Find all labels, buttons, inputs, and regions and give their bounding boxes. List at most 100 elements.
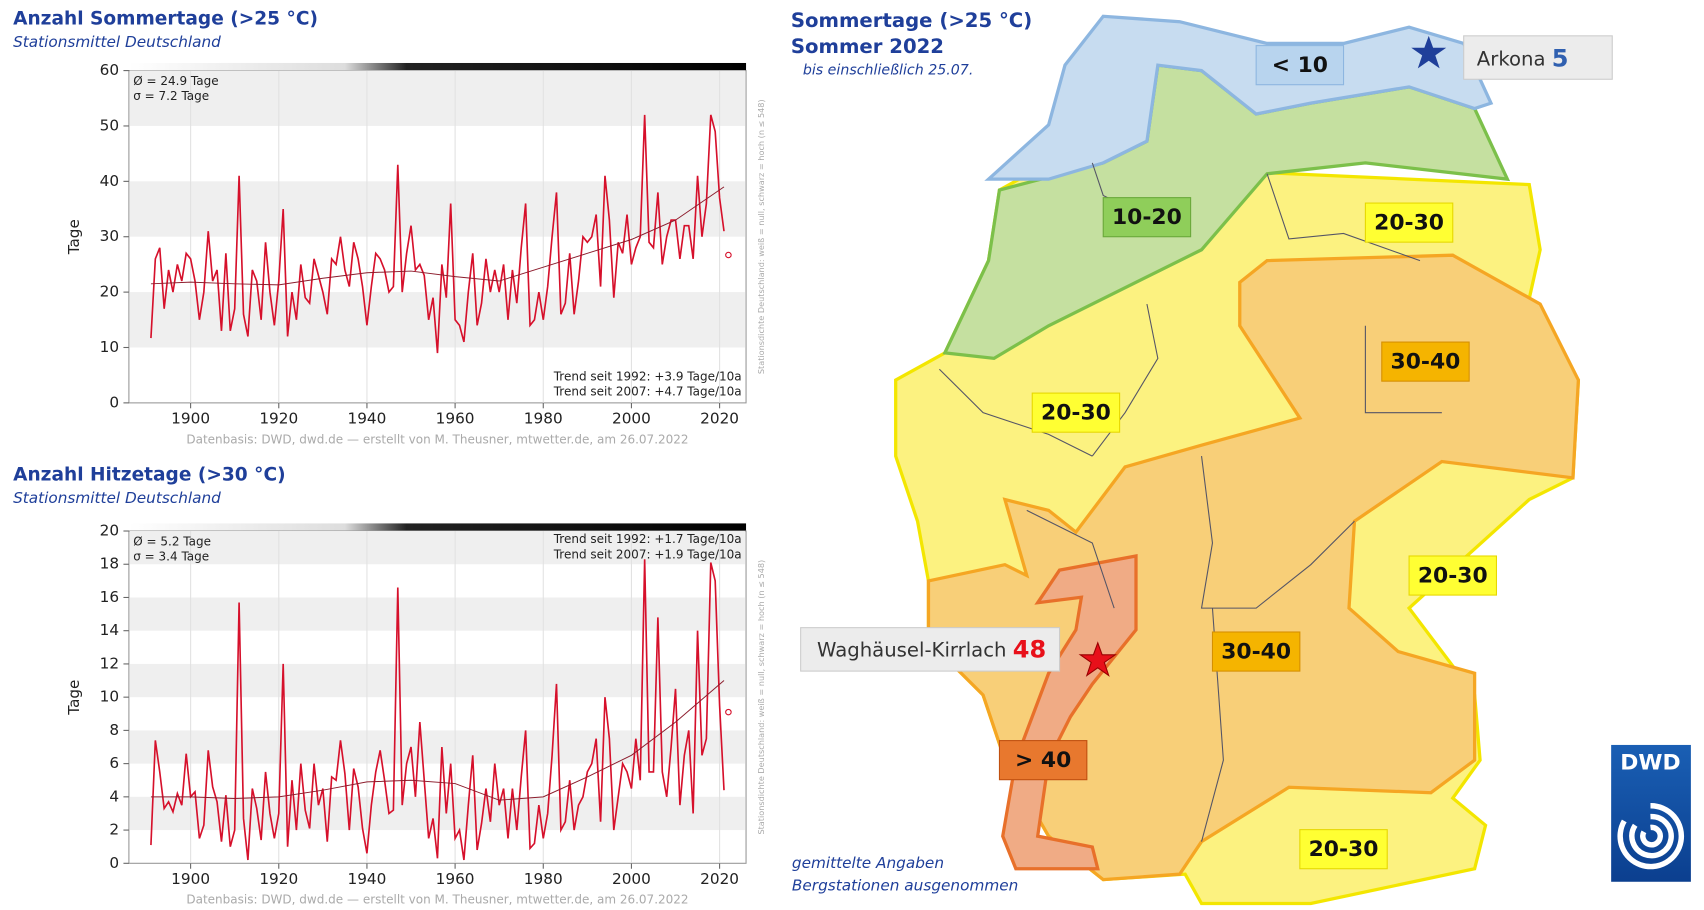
region-label: 30-40 xyxy=(1221,640,1291,665)
station-waghaeusel: Waghäusel-Kirrlach 48 xyxy=(800,627,1117,677)
station-star xyxy=(1078,641,1117,677)
y-tick-label: 14 xyxy=(100,621,119,639)
y-tick-label: 60 xyxy=(100,61,119,79)
map-title: Sommertage (>25 °C) xyxy=(791,9,1032,32)
side-note: Stationsdichte Deutschland: weiß = null,… xyxy=(756,99,766,374)
y-tick-label: 4 xyxy=(109,787,119,805)
station-star xyxy=(1411,35,1447,69)
region-label: 20-30 xyxy=(1374,211,1444,236)
stat-note: σ = 7.2 Tage xyxy=(133,89,209,103)
source-note: Datenbasis: DWD, dwd.de — erstellt von M… xyxy=(186,893,688,907)
y-axis-label: Tage xyxy=(65,680,83,716)
trend-note: Trend seit 2007: +4.7 Tage/10a xyxy=(553,385,742,399)
y-tick-label: 50 xyxy=(100,116,119,134)
station-label: Arkona 5 xyxy=(1477,45,1569,73)
y-tick-label: 10 xyxy=(100,688,119,706)
region-label-box xyxy=(998,740,1088,781)
trend-note: Trend seit 2007: +1.9 Tage/10a xyxy=(553,547,742,561)
source-note: Datenbasis: DWD, dwd.de — erstellt von M… xyxy=(186,432,688,446)
stat-note: Ø = 24.9 Tage xyxy=(133,74,218,88)
region-label-box xyxy=(1408,555,1498,596)
region-label-box xyxy=(1102,197,1192,238)
grid-band xyxy=(129,597,745,631)
y-tick-label: 18 xyxy=(100,555,119,573)
station-value: 5 xyxy=(1552,45,1569,73)
x-tick-label: 1940 xyxy=(347,410,386,428)
y-tick-label: 20 xyxy=(100,283,119,301)
x-tick-label: 1920 xyxy=(259,870,298,888)
x-tick-label: 1900 xyxy=(171,410,210,428)
map-footnote: Bergstationen ausgenommen xyxy=(792,877,1018,895)
y-axis-label: Tage xyxy=(65,219,83,255)
chart-title: Anzahl Hitzetage (>30 °C) xyxy=(13,465,285,486)
x-tick-label: 1940 xyxy=(347,870,386,888)
grid-band xyxy=(129,181,745,237)
region-label: 20-30 xyxy=(1309,837,1379,862)
station-arkona: Arkona 5 xyxy=(1411,35,1613,80)
y-tick-label: 8 xyxy=(109,721,119,739)
data-point xyxy=(725,708,732,716)
grid-band xyxy=(129,70,745,126)
y-tick-label: 40 xyxy=(100,172,119,190)
y-tick-label: 10 xyxy=(100,338,119,356)
y-tick-label: 0 xyxy=(109,393,119,411)
grid-band xyxy=(129,730,745,764)
station-box xyxy=(800,627,1061,672)
x-tick-label: 2020 xyxy=(700,870,739,888)
chart-title: Anzahl Sommertage (>25 °C) xyxy=(13,9,318,30)
station-name: Waghäusel-Kirrlach xyxy=(817,638,1006,661)
station-box xyxy=(1463,35,1613,80)
x-tick-label: 1900 xyxy=(171,870,210,888)
logo-swirl xyxy=(1617,803,1684,870)
y-tick-label: 2 xyxy=(109,821,119,839)
x-tick-label: 1960 xyxy=(436,870,475,888)
stat-note: σ = 3.4 Tage xyxy=(133,550,209,564)
map-subtitle: Sommer 2022 xyxy=(791,35,944,58)
y-tick-label: 6 xyxy=(109,754,119,772)
grid-band xyxy=(129,531,745,565)
station-name: Arkona xyxy=(1477,47,1546,70)
region-label-box xyxy=(1211,631,1301,672)
chart-subtitle: Stationsmittel Deutschland xyxy=(13,33,221,51)
x-tick-label: 2000 xyxy=(612,870,651,888)
trend-line xyxy=(150,680,725,801)
state-borders xyxy=(938,162,1442,842)
y-tick-label: 20 xyxy=(100,522,119,540)
region-label-box xyxy=(1299,829,1388,870)
y-tick-label: 30 xyxy=(100,227,119,245)
region-30-40 xyxy=(926,253,1581,882)
region-label-box xyxy=(1381,341,1470,382)
map-note: bis einschließlich 25.07. xyxy=(803,63,973,79)
side-note: Stationsdichte Deutschland: weiß = null,… xyxy=(756,560,766,835)
x-tick-label: 1920 xyxy=(259,410,298,428)
station-value: 48 xyxy=(1013,636,1046,664)
station-label: Waghäusel-Kirrlach 48 xyxy=(817,636,1046,664)
region-label: 20-30 xyxy=(1418,564,1488,589)
region-label: < 10 xyxy=(1272,53,1328,78)
trend-note: Trend seit 1992: +1.7 Tage/10a xyxy=(553,532,742,546)
x-tick-label: 1980 xyxy=(524,870,563,888)
data-line xyxy=(150,114,725,354)
trend-line xyxy=(150,186,725,286)
station-density-bar xyxy=(128,62,747,71)
region-label-box xyxy=(1364,202,1454,243)
region-label: > 40 xyxy=(1015,748,1071,773)
map-footnote: gemittelte Angaben xyxy=(792,854,944,872)
x-tick-label: 1980 xyxy=(524,410,563,428)
region-label: 30-40 xyxy=(1391,350,1461,375)
station-density-bar xyxy=(128,523,747,532)
region-label: 10-20 xyxy=(1112,205,1182,230)
map xyxy=(894,14,1581,906)
logo-box xyxy=(1611,744,1691,882)
chart-subtitle: Stationsmittel Deutschland xyxy=(13,489,221,507)
x-tick-label: 2000 xyxy=(612,410,651,428)
data-line xyxy=(150,559,725,861)
trend-note: Trend seit 1992: +3.9 Tage/10a xyxy=(553,369,742,383)
y-tick-label: 12 xyxy=(100,654,119,672)
region-label: 20-30 xyxy=(1041,401,1111,426)
stat-note: Ø = 5.2 Tage xyxy=(133,534,211,548)
grid-band xyxy=(129,796,745,831)
region-label-box xyxy=(1255,45,1345,86)
y-tick-label: 16 xyxy=(100,588,119,606)
